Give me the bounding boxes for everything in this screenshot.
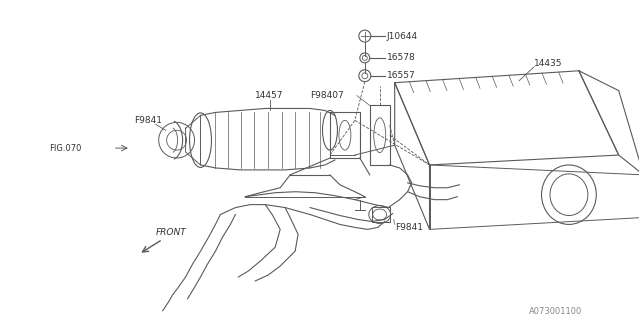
Text: FIG.070: FIG.070 xyxy=(49,144,81,153)
Text: A073001100: A073001100 xyxy=(529,307,582,316)
Text: F9841: F9841 xyxy=(395,223,422,232)
Text: 16578: 16578 xyxy=(387,53,415,62)
Text: 14457: 14457 xyxy=(255,91,284,100)
Text: J10644: J10644 xyxy=(387,32,418,41)
Text: F98407: F98407 xyxy=(310,91,344,100)
Text: F9841: F9841 xyxy=(134,116,162,125)
Text: 14435: 14435 xyxy=(534,59,563,68)
Text: FRONT: FRONT xyxy=(156,228,186,237)
Text: 16557: 16557 xyxy=(387,71,415,80)
